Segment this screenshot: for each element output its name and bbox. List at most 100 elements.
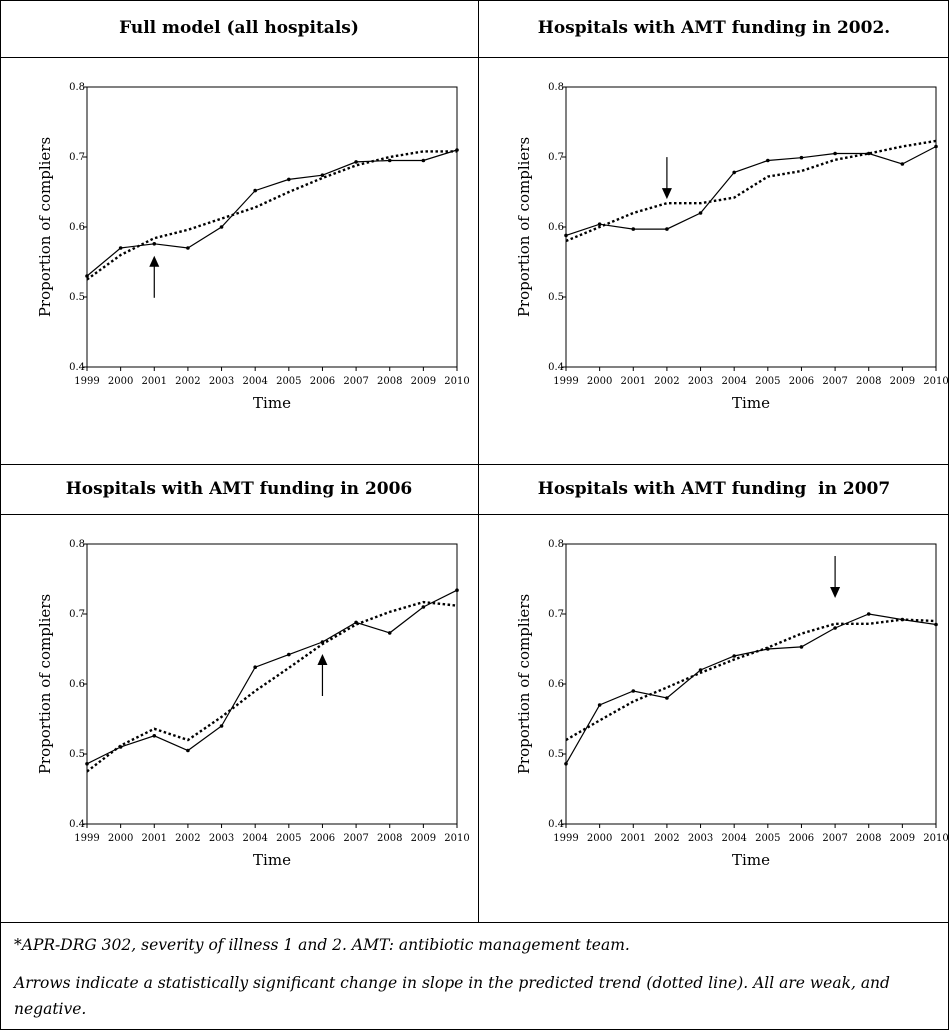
chart-amt-2002: 0.4 0.5 0.6 0.7 0.8 1999 2000 2001 2002 2003 2004 2… xyxy=(515,82,949,412)
arrow-head xyxy=(661,188,672,200)
x-tick-label: 2003 xyxy=(688,376,713,387)
data-point xyxy=(564,762,568,766)
x-tick-label: 2001 xyxy=(142,833,167,844)
x-tick-label: 2005 xyxy=(755,376,780,387)
data-point xyxy=(421,158,426,163)
y-tick-label: 0.5 xyxy=(548,292,564,303)
x-tick-label: 2005 xyxy=(276,376,301,387)
arrow-up-icon xyxy=(149,255,160,298)
data-point xyxy=(287,177,291,182)
y-tick-label: 0.4 xyxy=(69,362,85,373)
observed-line xyxy=(86,589,458,765)
observed-line xyxy=(86,149,458,277)
x-tick-label: 2006 xyxy=(310,376,335,387)
y-tick-label: 0.7 xyxy=(548,152,564,163)
y-tick-label: 0.4 xyxy=(548,819,564,830)
panel-title-2: Hospitals with AMT funding in 2002. xyxy=(537,18,891,38)
arrow-head xyxy=(317,654,328,665)
grid-line xyxy=(0,922,949,923)
x-tick-label: 2003 xyxy=(209,376,234,387)
data-point xyxy=(934,144,938,149)
x-tick-label: 2010 xyxy=(923,833,948,844)
x-tick-label: 2002 xyxy=(175,833,200,844)
arrow-down-icon xyxy=(830,556,841,598)
x-axis-label: Time xyxy=(253,394,291,412)
arrow-head xyxy=(149,255,160,267)
grid-line xyxy=(0,514,949,515)
data-point xyxy=(186,748,190,753)
y-tick-label: 0.5 xyxy=(69,292,85,303)
x-tick-label: 2004 xyxy=(242,376,267,387)
data-point xyxy=(732,654,736,658)
predicted-trend-line xyxy=(565,618,937,742)
predicted-trend-line xyxy=(565,139,937,243)
data-point xyxy=(597,703,602,707)
x-tick-label: 1999 xyxy=(74,376,99,387)
data-point xyxy=(900,162,905,166)
x-tick-label: 2003 xyxy=(209,833,234,844)
data-point xyxy=(934,622,938,627)
data-point xyxy=(665,696,669,700)
x-axis-label: Time xyxy=(253,851,291,869)
data-point xyxy=(421,605,426,609)
arrow-head xyxy=(830,587,841,598)
y-tick-label: 0.4 xyxy=(548,362,564,373)
grid-line xyxy=(478,0,479,922)
data-point xyxy=(766,158,770,163)
y-axis-label: Proportion of compliers xyxy=(515,137,533,317)
x-tick-label: 2002 xyxy=(654,833,679,844)
x-tick-label: 2004 xyxy=(242,833,267,844)
data-point xyxy=(833,151,837,156)
footnote-arrows: Arrows indicate a statistically signific… xyxy=(14,974,890,1018)
data-point xyxy=(219,225,224,229)
data-point xyxy=(320,173,325,177)
y-tick-label: 0.7 xyxy=(69,152,85,163)
data-point xyxy=(564,233,568,238)
plot-area-frame xyxy=(565,543,937,825)
x-tick-label: 2008 xyxy=(856,376,881,387)
x-tick-label: 2008 xyxy=(377,376,402,387)
x-tick-label: 2006 xyxy=(310,833,335,844)
x-tick-label: 2007 xyxy=(822,376,847,387)
plot-area-frame xyxy=(86,86,458,368)
x-tick-label: 2009 xyxy=(890,376,915,387)
y-axis-label: Proportion of compliers xyxy=(515,594,533,774)
y-axis-label: Proportion of compliers xyxy=(36,594,54,774)
y-tick-label: 0.7 xyxy=(548,609,564,620)
data-point xyxy=(665,227,669,231)
data-point xyxy=(799,155,804,160)
data-point xyxy=(219,724,224,728)
panel-title-3: Hospitals with AMT funding in 2006 xyxy=(65,479,413,499)
x-tick-label: 2005 xyxy=(276,833,301,844)
y-tick-label: 0.6 xyxy=(548,222,564,233)
x-tick-label: 2010 xyxy=(444,833,469,844)
data-point xyxy=(698,211,703,215)
x-tick-label: 2001 xyxy=(621,376,646,387)
predicted-trend-line xyxy=(86,150,457,281)
x-tick-label: 2007 xyxy=(343,376,368,387)
data-point xyxy=(597,222,602,226)
x-tick-label: 1999 xyxy=(553,833,578,844)
x-tick-label: 2006 xyxy=(789,833,814,844)
x-tick-label: 2000 xyxy=(108,376,133,387)
x-tick-label: 2001 xyxy=(621,833,646,844)
observed-line xyxy=(565,145,937,236)
x-tick-label: 2009 xyxy=(411,376,436,387)
data-point xyxy=(387,631,392,635)
observed-line xyxy=(565,613,937,765)
chart-amt-2007: 0.4 0.5 0.6 0.7 0.8 1999 2000 2001 2002 2003 2004 2… xyxy=(515,539,949,869)
x-tick-label: 2009 xyxy=(411,833,436,844)
data-point xyxy=(85,274,89,278)
x-tick-label: 2007 xyxy=(822,833,847,844)
data-point xyxy=(387,158,392,163)
x-tick-label: 2010 xyxy=(923,376,948,387)
y-axis-label: Proportion of compliers xyxy=(36,137,54,317)
x-tick-label: 2005 xyxy=(755,833,780,844)
grid-line xyxy=(0,57,949,58)
chart-full-model: 0.4 0.5 0.6 0.7 0.8 1999 2000 2001 2002 2003 2004 2… xyxy=(36,82,470,412)
y-tick-label: 0.8 xyxy=(548,82,564,93)
x-tick-label: 2000 xyxy=(587,833,612,844)
y-tick-label: 0.6 xyxy=(548,679,564,690)
data-point xyxy=(799,645,804,649)
x-tick-label: 2004 xyxy=(721,833,746,844)
